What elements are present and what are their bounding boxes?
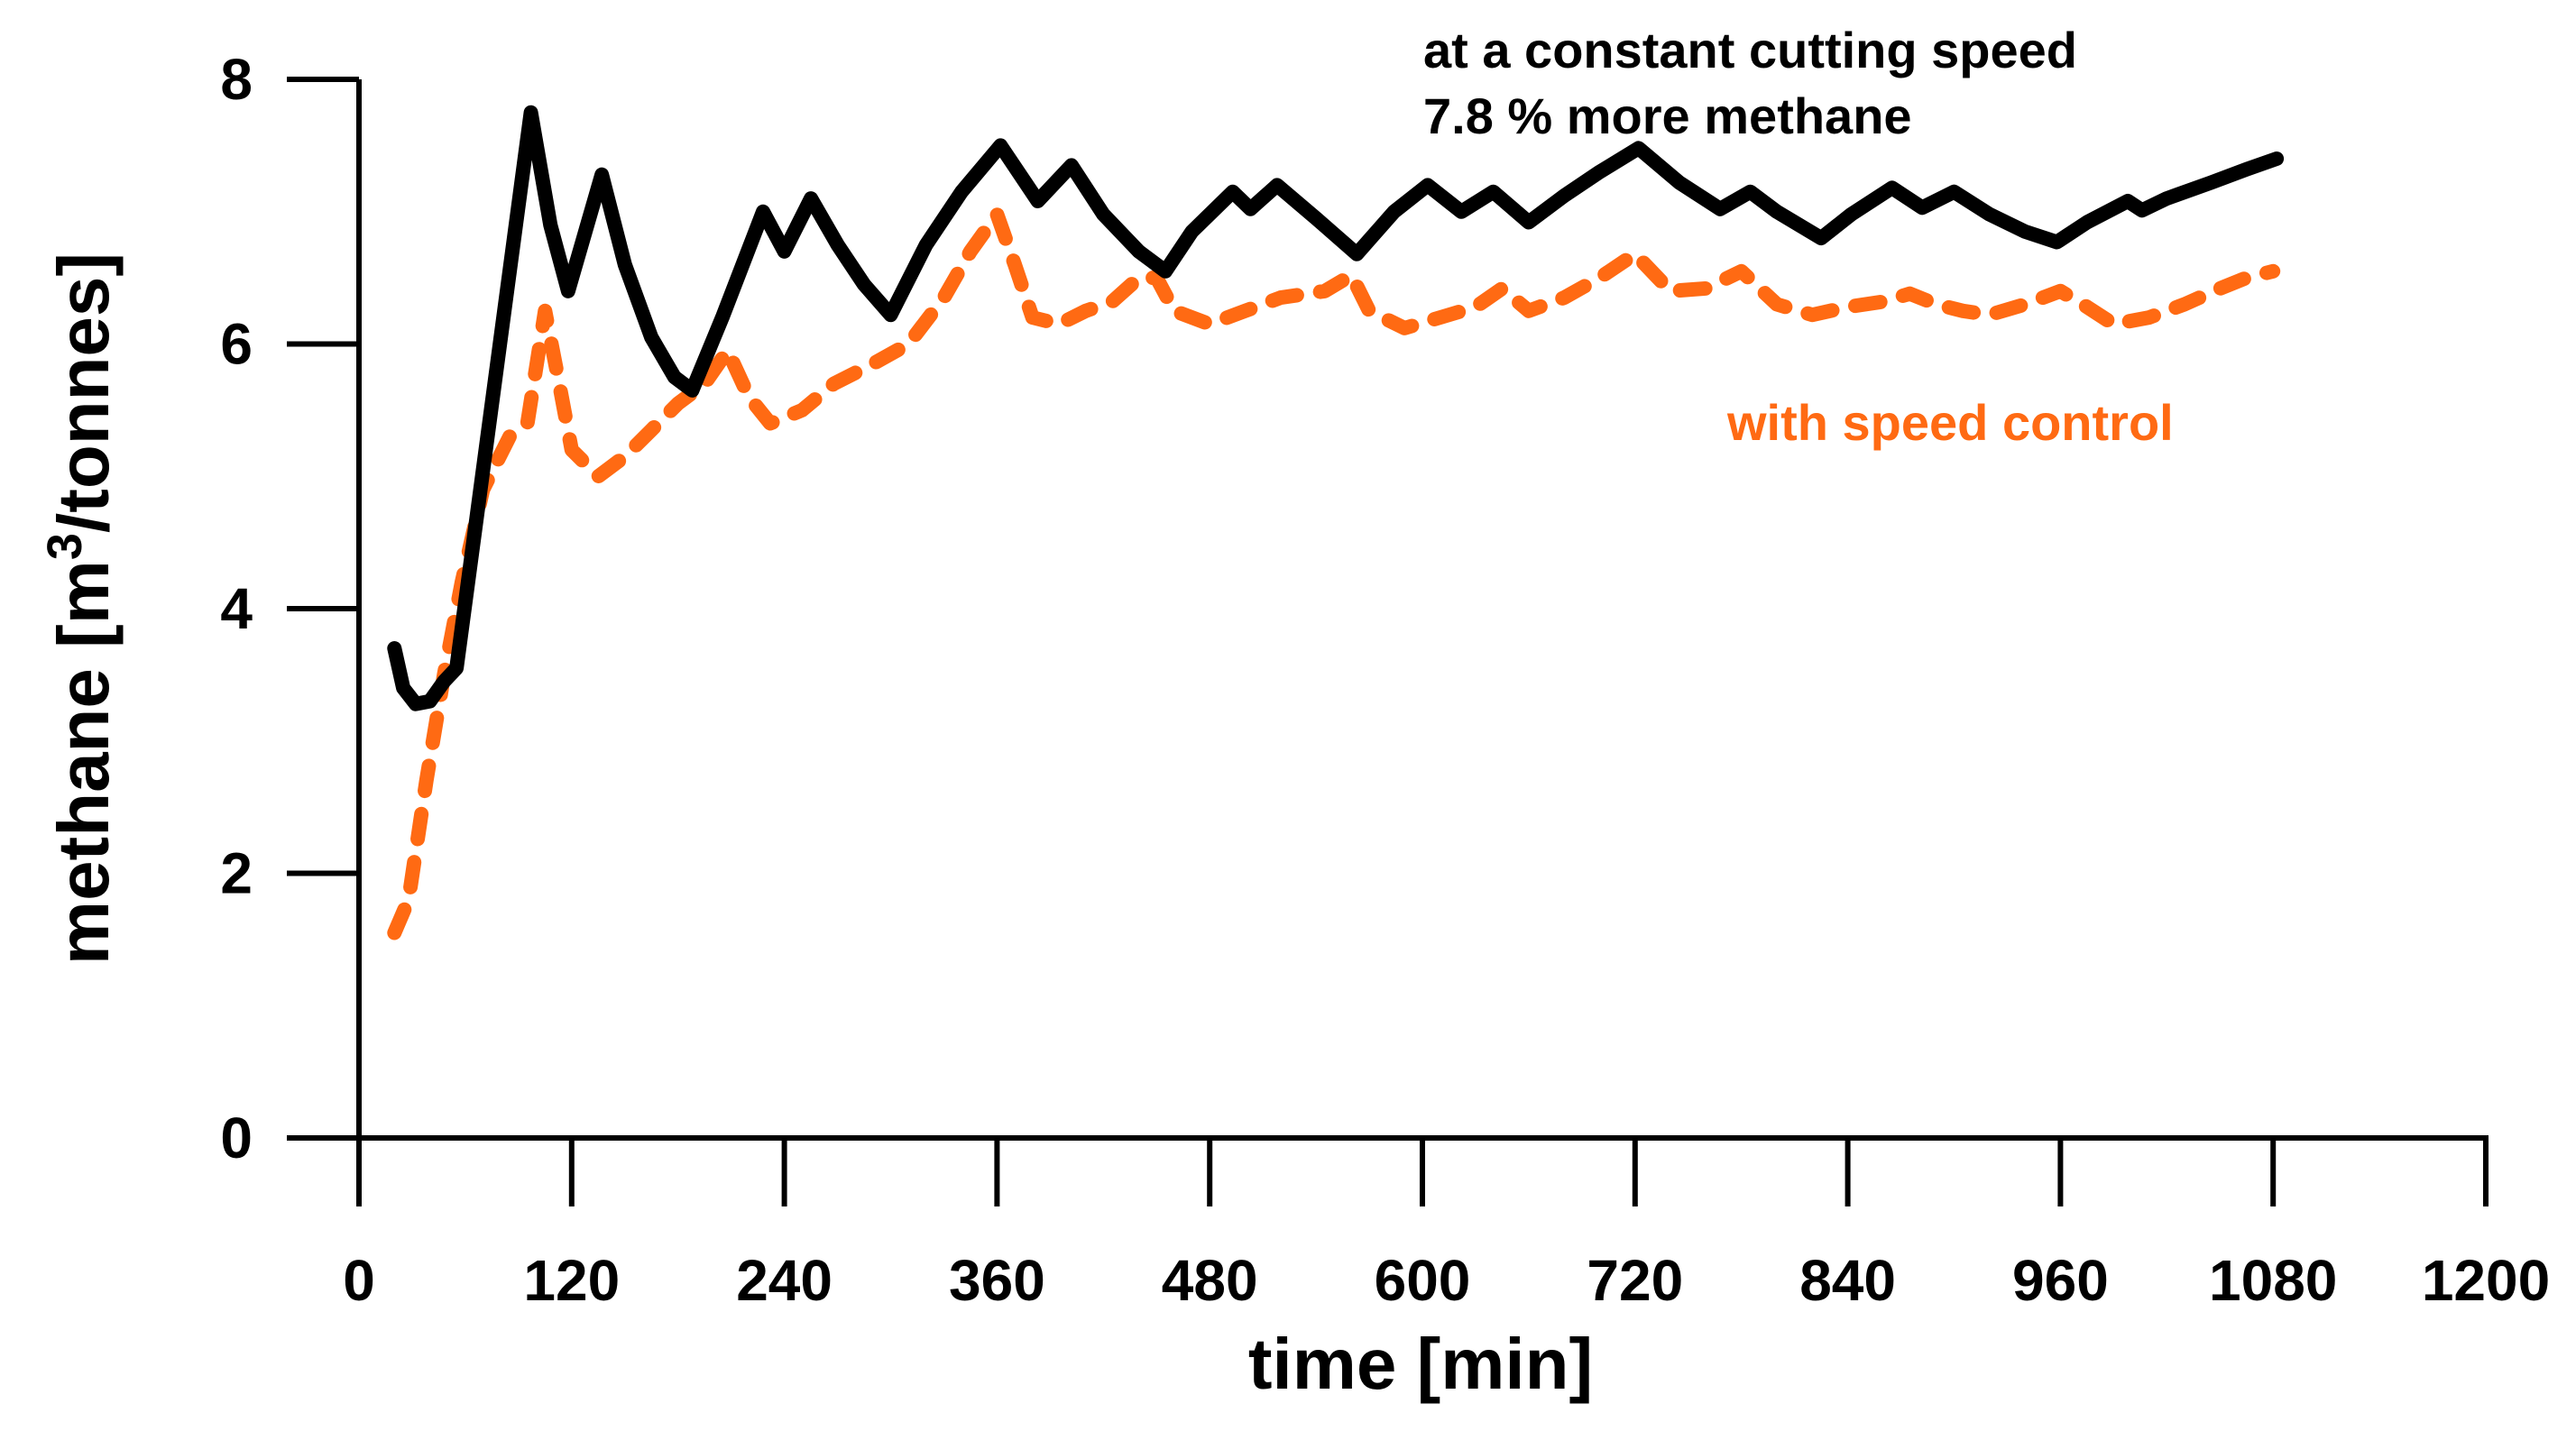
y-tick-label: 6 xyxy=(220,312,253,377)
y-tick-label: 4 xyxy=(220,576,253,641)
y-tick-label: 8 xyxy=(220,47,253,112)
x-tick-label: 840 xyxy=(1799,1248,1896,1313)
x-axis-title: time [min] xyxy=(1248,1324,1593,1404)
annotation-constant-speed-line2: 7.8 % more methane xyxy=(1423,87,1912,144)
x-tick-label: 960 xyxy=(2012,1248,2109,1313)
y-tick-label: 0 xyxy=(220,1105,253,1170)
x-tick-label: 360 xyxy=(949,1248,1045,1313)
ticks: 0 2 4 6 8 0 120 240 360 480 600 720 840 960 1080 1200 xyxy=(220,47,2550,1313)
x-tick-label: 240 xyxy=(736,1248,833,1313)
y-axis-title-post: /tonnes] xyxy=(43,252,124,533)
series-line-constant-speed xyxy=(387,105,2285,711)
series-line-speed-control xyxy=(387,206,2281,940)
x-tick-label: 480 xyxy=(1162,1248,1258,1313)
y-axis-title: methane [m3/tonnes] xyxy=(38,252,124,965)
plot-lines xyxy=(387,105,2285,940)
y-axis-title-sup: 3 xyxy=(38,533,92,560)
annotation-speed-control: with speed control xyxy=(1726,394,2174,451)
annotation-constant-speed-line1: at a constant cutting speed xyxy=(1423,22,2077,78)
x-tick-label: 120 xyxy=(523,1248,620,1313)
x-tick-label: 1200 xyxy=(2422,1248,2550,1313)
x-tick-label: 720 xyxy=(1587,1248,1683,1313)
y-axis-title-pre: methane [m xyxy=(43,560,124,965)
x-tick-label: 0 xyxy=(343,1248,375,1313)
y-tick-label: 2 xyxy=(220,841,253,906)
x-tick-label: 1080 xyxy=(2209,1248,2337,1313)
axes xyxy=(356,79,2489,1141)
x-tick-label: 600 xyxy=(1375,1248,1471,1313)
